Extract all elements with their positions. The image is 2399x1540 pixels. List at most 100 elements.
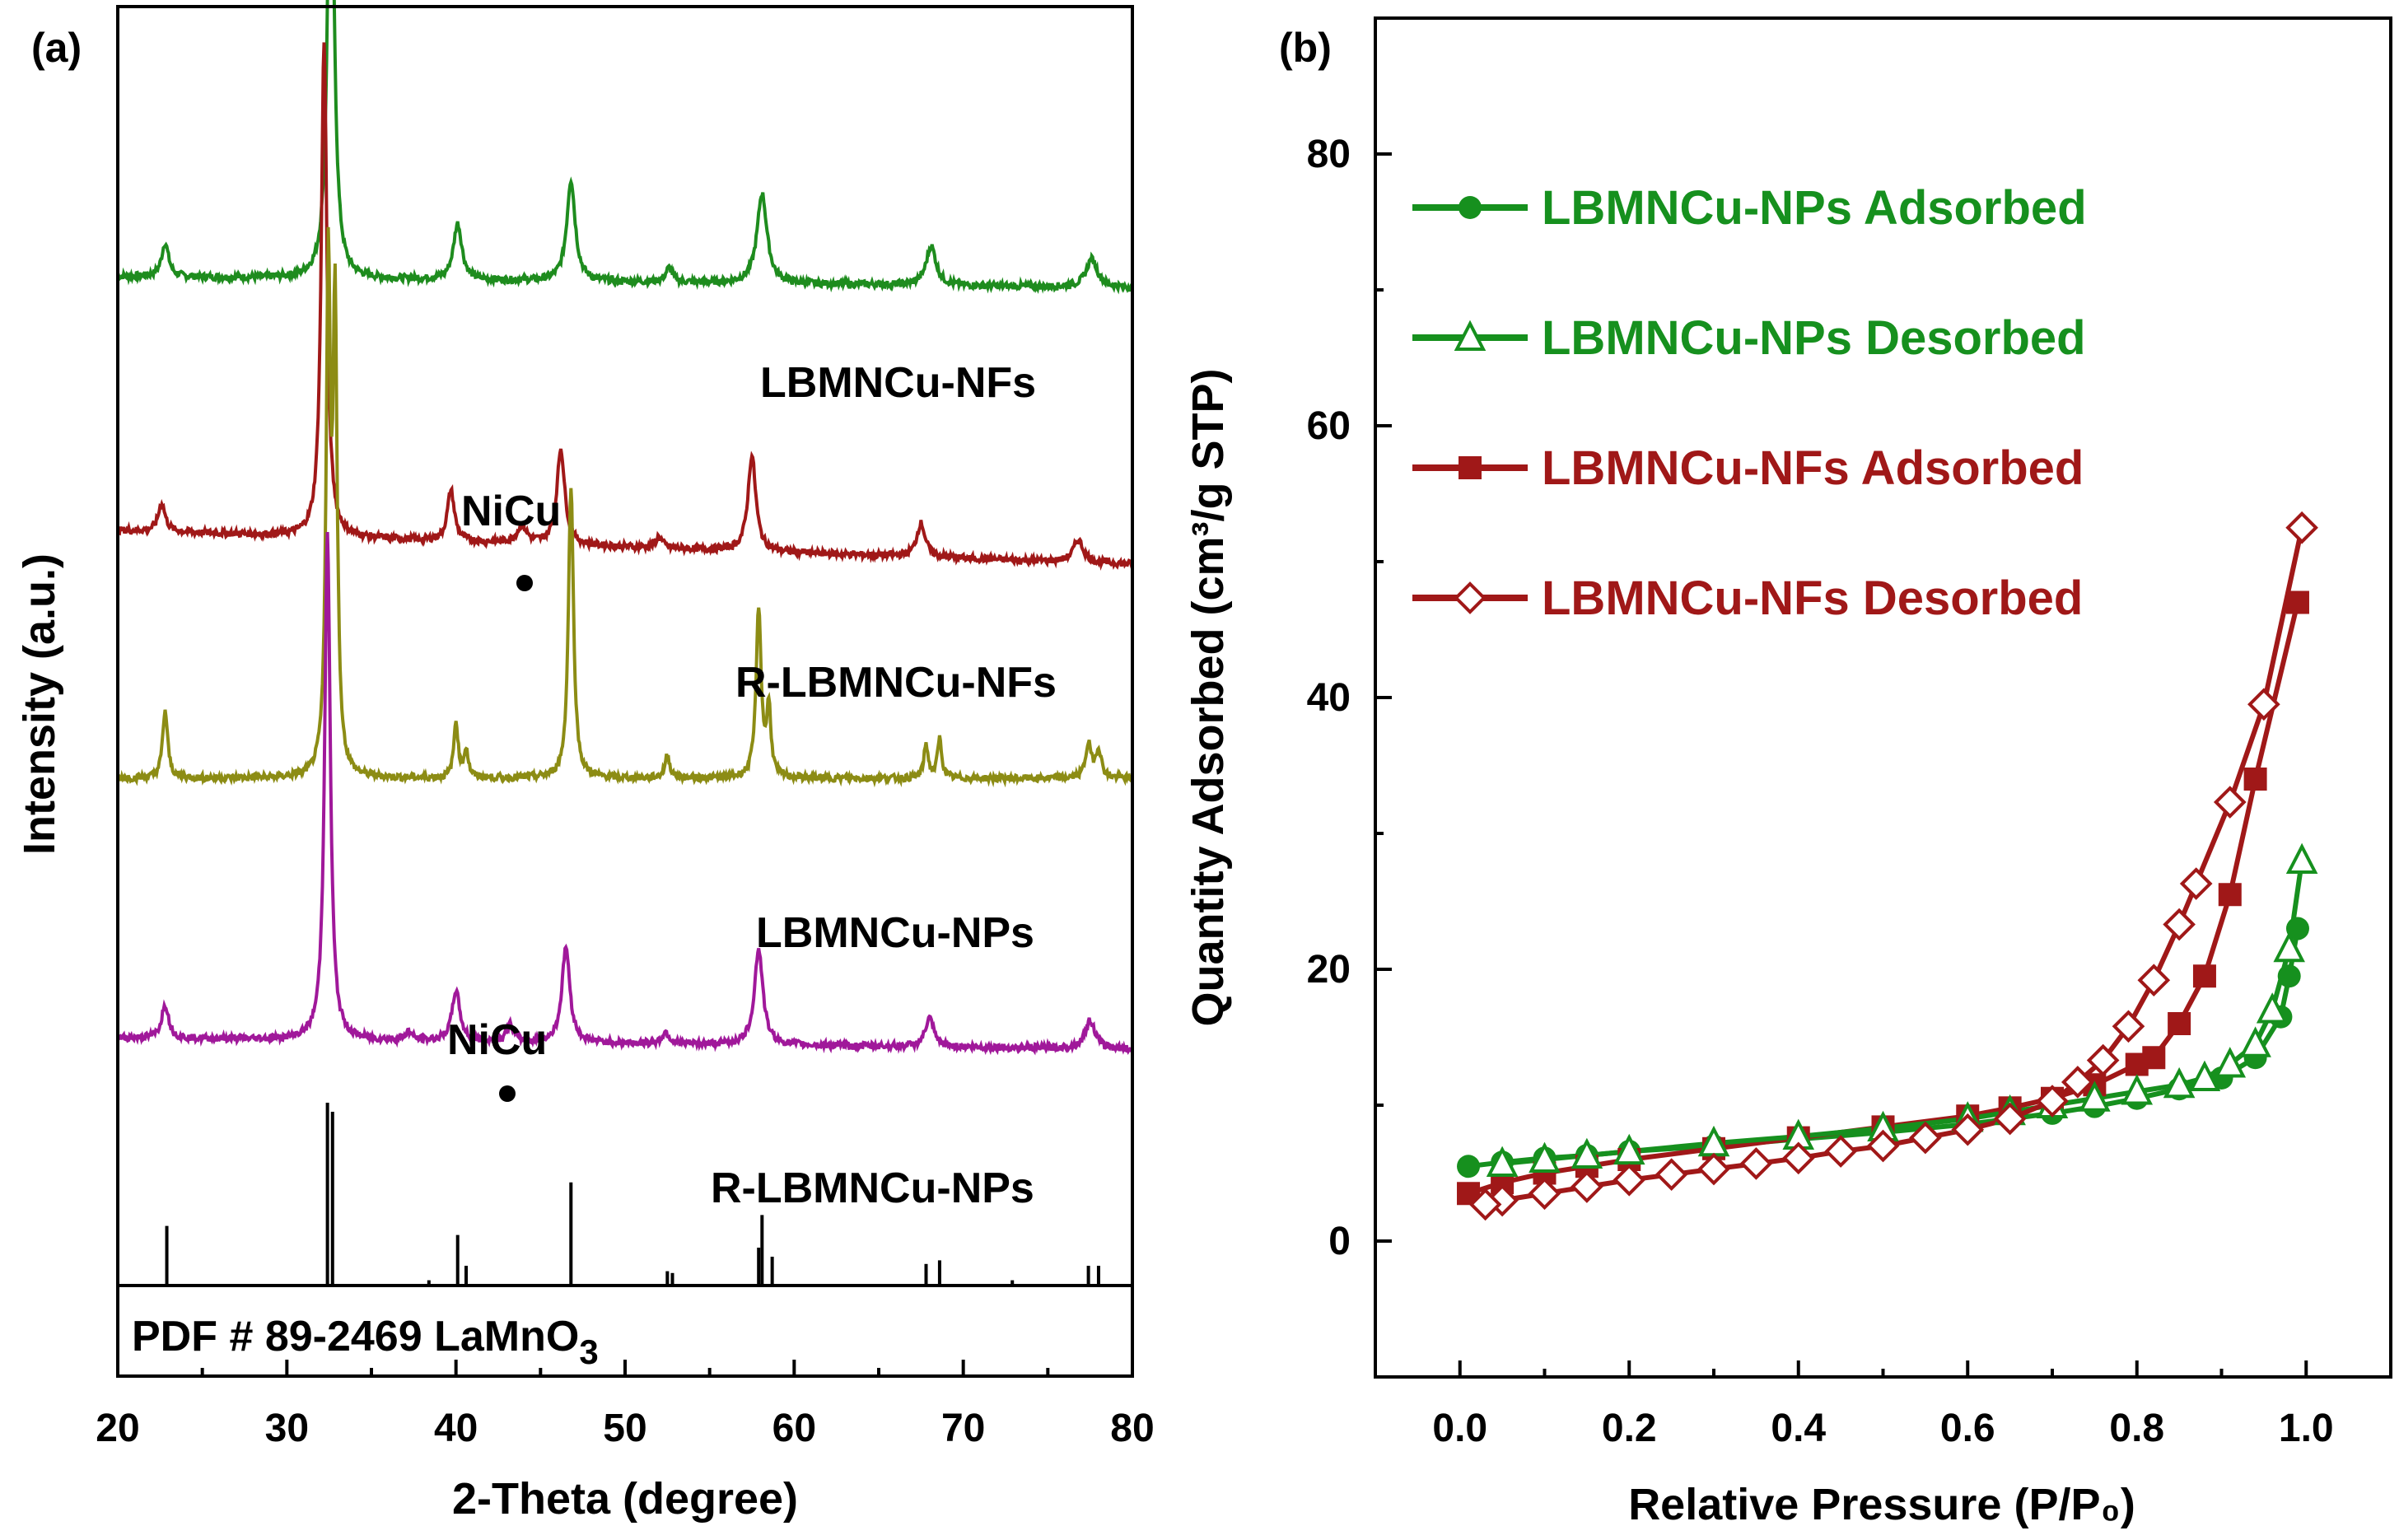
panel-a-y-axis-title: Intensity (a.u.) <box>15 553 64 855</box>
b-y-tick-label-20: 20 <box>1307 948 1351 992</box>
point-lbmncu-nps-desorbed-6 <box>2163 1066 2196 1099</box>
panel-b-y-ticks: 0 20 40 60 80 <box>1307 16 1392 1379</box>
x-tick-label-30: 30 <box>265 1407 309 1450</box>
point-lbmncu-nps-adsorbed-18 <box>2285 917 2309 940</box>
point-lbmncu-nfs-desorbed-20 <box>1571 1170 1603 1203</box>
xrd-trace-r-lbmncu-nfs <box>116 42 1134 572</box>
panel-a-x-axis-title: 2-Theta (degree) <box>452 1474 798 1524</box>
x-tick-label-40: 40 <box>434 1407 478 1450</box>
point-lbmncu-nfs-desorbed-21 <box>1528 1177 1561 1211</box>
nicu-annotation-nps: NiCu <box>447 1016 547 1064</box>
b-x-tick-label-0.6: 0.6 <box>1940 1407 1995 1450</box>
legend-marker-lbmncu-nps-desorbed <box>1454 320 1487 351</box>
nicu-marker-nfs <box>516 575 533 591</box>
point-lbmncu-nps-desorbed-5 <box>2188 1060 2221 1091</box>
b-x-tick-label-0.0: 0.0 <box>1432 1407 1487 1450</box>
point-lbmncu-nfs-desorbed-7 <box>2086 1043 2120 1077</box>
legend: LBMNCu-NPs Adsorbed LBMNCu-NPs Desorbed LB… <box>1412 181 2087 625</box>
x-tick-label-60: 60 <box>772 1407 816 1450</box>
x-tick-label-50: 50 <box>603 1407 646 1450</box>
trace-label-r-lbmncu-nps: R-LBMNCu-NPs <box>711 1164 1034 1212</box>
point-lbmncu-nfs-desorbed-9 <box>2036 1085 2069 1118</box>
b-y-tick-label-40: 40 <box>1307 676 1351 720</box>
point-lbmncu-nps-desorbed-15 <box>1613 1133 1645 1165</box>
nicu-annotation-nfs: NiCu <box>461 488 561 535</box>
xrd-trace-r-lbmncu-nps <box>116 532 1134 1056</box>
b-x-tick-label-1.0: 1.0 <box>2279 1407 2334 1450</box>
legend-label-lbmncu-nfs-adsorbed: LBMNCu-NFs Adsorbed <box>1542 441 2084 495</box>
panel-a-x-ticks: 20 30 40 50 60 70 80 <box>96 1360 1155 1450</box>
b-x-tick-label-0.2: 0.2 <box>1602 1407 1657 1450</box>
point-lbmncu-nps-desorbed-2 <box>2256 992 2289 1024</box>
point-lbmncu-nfs-desorbed-10 <box>1993 1102 2027 1136</box>
x-tick-label-70: 70 <box>941 1407 985 1450</box>
legend-label-lbmncu-nfs-desorbed: LBMNCu-NFs Desorbed <box>1542 572 2083 625</box>
b-y-tick-label-0: 0 <box>1328 1220 1351 1263</box>
nicu-marker-nps <box>499 1085 516 1102</box>
point-lbmncu-nfs-adsorbed-15 <box>2192 964 2216 988</box>
panel-b-isotherm: (b) LBMNCu-NPs Adsorbed LBMNCu-NPs Desorb… <box>1183 16 2392 1529</box>
point-lbmncu-nfs-desorbed-8 <box>2061 1066 2094 1099</box>
panel-a-xrd: (a) LBMNCu-NFs R-LBMNCu-NFs LBMNCu-NPs R… <box>15 0 1155 1524</box>
point-lbmncu-nps-desorbed-7 <box>2121 1074 2154 1105</box>
point-lbmncu-nfs-desorbed-1 <box>2247 688 2280 721</box>
panel-b-x-axis-title: Relative Pressure (P/P₀) <box>1628 1480 2135 1529</box>
point-lbmncu-nfs-adsorbed-14 <box>2168 1012 2191 1035</box>
b-y-tick-label-60: 60 <box>1307 404 1351 448</box>
reference-label: PDF # 89-2469 LaMnO3 <box>132 1313 599 1371</box>
panel-b-x-ticks: 0.0 0.2 0.4 0.6 0.8 1.0 <box>1374 1360 2392 1450</box>
reference-sticks <box>165 1103 1100 1284</box>
legend-marker-lbmncu-nfs-adsorbed <box>1459 456 1482 479</box>
point-lbmncu-nps-adsorbed-17 <box>2277 964 2301 988</box>
point-lbmncu-nps-desorbed-4 <box>2214 1047 2247 1078</box>
isotherm-series <box>1457 511 2318 1221</box>
b-x-tick-label-0.8: 0.8 <box>2109 1407 2164 1450</box>
b-y-tick-label-80: 80 <box>1307 133 1351 176</box>
point-lbmncu-nps-desorbed-1 <box>2273 931 2305 963</box>
xrd-trace-lbmncu-nps <box>116 226 1134 788</box>
xrd-traces <box>116 0 1134 1056</box>
legend-marker-lbmncu-nfs-desorbed <box>1454 581 1487 614</box>
point-lbmncu-nfs-desorbed-0 <box>2285 511 2318 544</box>
legend-marker-lbmncu-nps-adsorbed <box>1459 196 1482 219</box>
point-lbmncu-nfs-desorbed-16 <box>1739 1147 1773 1180</box>
point-lbmncu-nfs-desorbed-19 <box>1613 1163 1646 1197</box>
point-lbmncu-nfs-desorbed-17 <box>1697 1152 1730 1186</box>
point-lbmncu-nps-adsorbed-0 <box>1457 1155 1481 1178</box>
point-lbmncu-nfs-desorbed-11 <box>1951 1113 1985 1146</box>
point-lbmncu-nfs-desorbed-5 <box>2137 964 2171 997</box>
point-lbmncu-nfs-desorbed-12 <box>1909 1121 1942 1155</box>
panel-b-y-axis-title: Quantity Adsorbed (cm³/g STP) <box>1183 368 1233 1026</box>
trace-label-lbmncu-nfs: LBMNCu-NFs <box>760 359 1036 407</box>
point-lbmncu-nfs-desorbed-18 <box>1655 1158 1688 1191</box>
point-lbmncu-nfs-desorbed-23 <box>1468 1188 1502 1221</box>
point-lbmncu-nps-desorbed-8 <box>2079 1080 2111 1112</box>
trace-label-r-lbmncu-nfs: R-LBMNCu-NFs <box>735 659 1057 707</box>
point-lbmncu-nfs-desorbed-4 <box>2163 908 2196 941</box>
point-lbmncu-nfs-desorbed-15 <box>1781 1141 1815 1175</box>
b-x-tick-label-0.4: 0.4 <box>1771 1407 1826 1450</box>
legend-label-lbmncu-nps-desorbed: LBMNCu-NPs Desorbed <box>1542 311 2086 365</box>
panel-b-label: (b) <box>1279 25 1332 71</box>
point-lbmncu-nfs-adsorbed-16 <box>2218 883 2242 907</box>
point-lbmncu-nps-desorbed-17 <box>1529 1141 1561 1173</box>
point-lbmncu-nps-desorbed-3 <box>2239 1026 2271 1057</box>
point-lbmncu-nps-desorbed-0 <box>2285 842 2318 874</box>
point-lbmncu-nfs-desorbed-3 <box>2179 867 2213 900</box>
trace-label-lbmncu-nps: LBMNCu-NPs <box>756 909 1034 957</box>
isotherm-line-lbmncu-nfs-adsorbed <box>1468 601 2300 1197</box>
point-lbmncu-nps-desorbed-16 <box>1571 1137 1603 1169</box>
point-lbmncu-nfs-desorbed-14 <box>1824 1135 1857 1168</box>
xrd-trace-lbmncu-nfs <box>116 0 1133 295</box>
point-lbmncu-nfs-desorbed-6 <box>2112 1010 2145 1043</box>
point-lbmncu-nfs-desorbed-13 <box>1866 1129 1900 1163</box>
x-tick-label-80: 80 <box>1110 1407 1154 1450</box>
point-lbmncu-nfs-adsorbed-13 <box>2142 1046 2166 1070</box>
panel-a-label: (a) <box>31 25 82 71</box>
isotherm-line-lbmncu-nfs-desorbed <box>1484 527 2305 1207</box>
point-lbmncu-nfs-desorbed-2 <box>2213 786 2247 819</box>
x-tick-label-20: 20 <box>96 1407 139 1450</box>
legend-label-lbmncu-nps-adsorbed: LBMNCu-NPs Adsorbed <box>1542 181 2087 235</box>
point-lbmncu-nfs-adsorbed-18 <box>2285 590 2309 614</box>
